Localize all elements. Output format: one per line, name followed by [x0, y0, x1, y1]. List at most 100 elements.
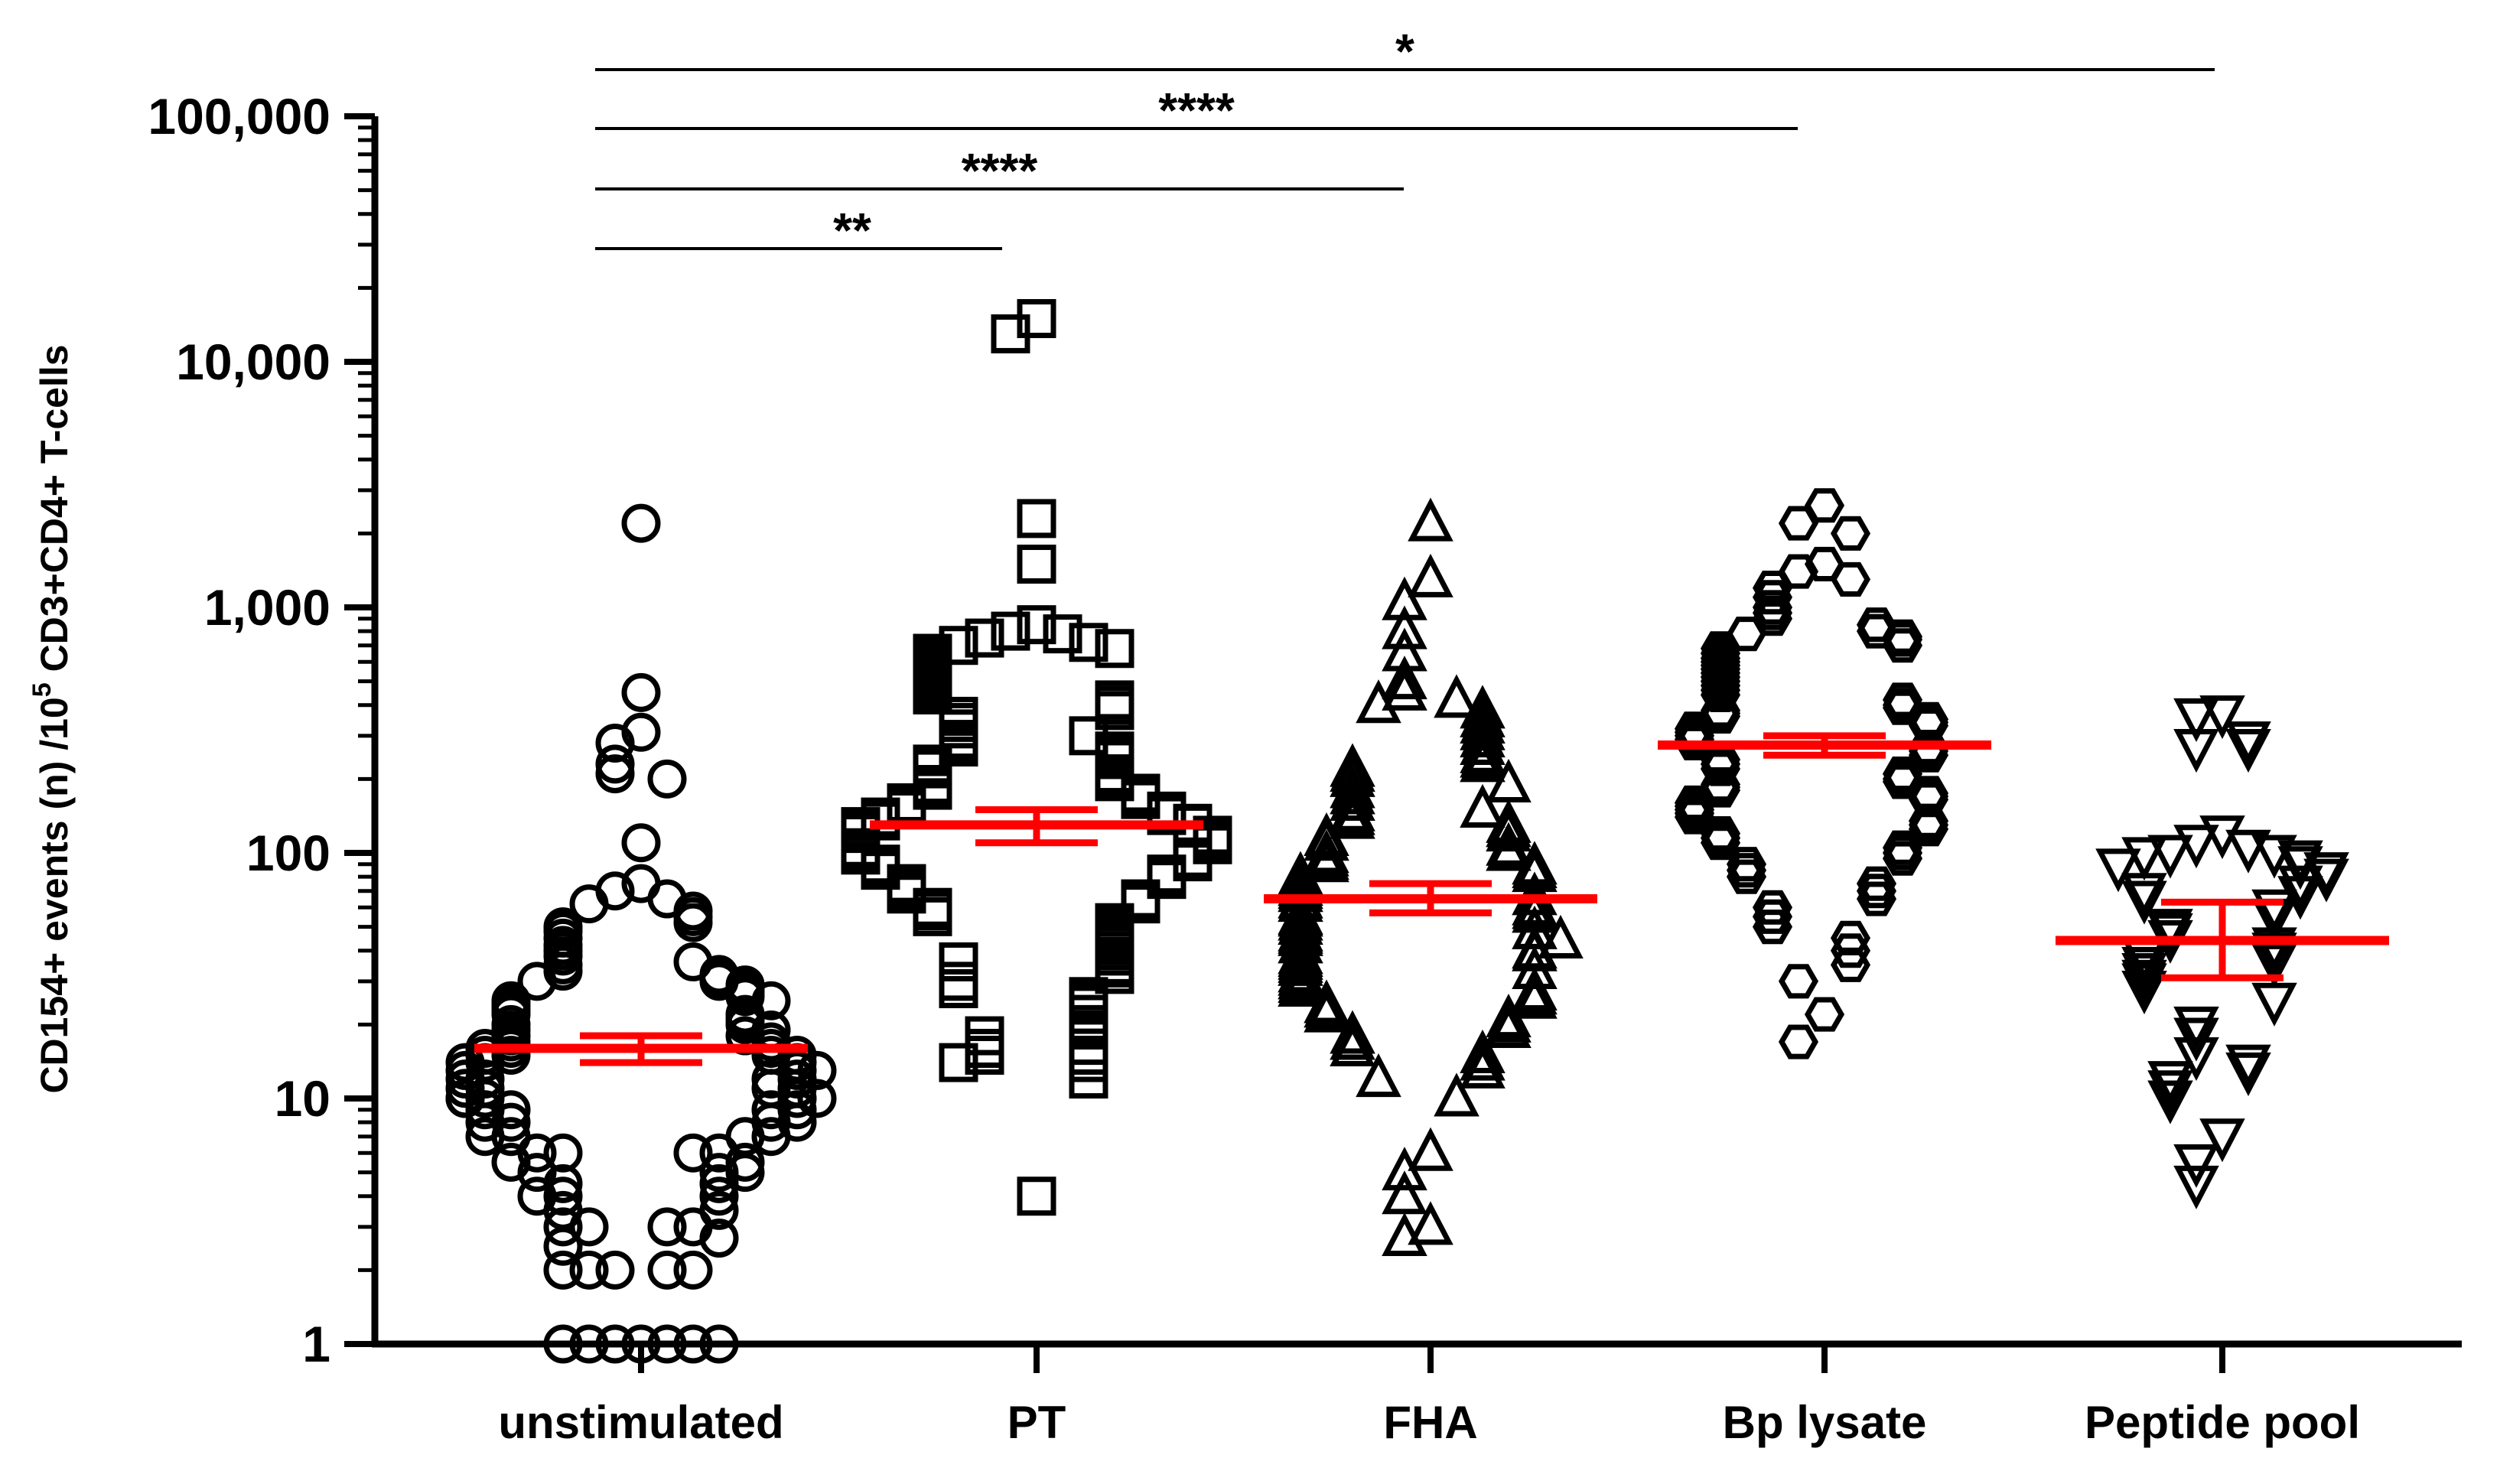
data-point [543, 1207, 583, 1247]
data-point [1095, 955, 1134, 994]
axes [371, 116, 2462, 1348]
data-point [1043, 614, 1082, 654]
data-point [1330, 795, 1375, 839]
data-point [1856, 874, 1897, 909]
data-point [2173, 1165, 2219, 1209]
data-point [1408, 1201, 1453, 1245]
data-point [1330, 1010, 1375, 1054]
data-point [2225, 721, 2271, 766]
y-ticks: 1 10 100 1,000 10,000 100,000 [148, 88, 375, 1372]
data-point [1017, 605, 1056, 645]
data-point [673, 903, 713, 942]
x-tick-label: FHA [1383, 1397, 1477, 1448]
y-tick-label: 100,000 [148, 88, 330, 145]
data-point [517, 1133, 557, 1173]
data-point [1356, 1053, 1401, 1098]
data-point [965, 1035, 1004, 1075]
data-point [2277, 865, 2323, 910]
y-tick-label: 1,000 [204, 579, 330, 636]
data-point [797, 1079, 837, 1118]
y-tick-label: 10 [275, 1070, 330, 1127]
significance-label: ** [833, 203, 871, 258]
data-point [1460, 714, 1506, 758]
summary-bars [474, 732, 2389, 1066]
data-point [2251, 889, 2297, 933]
data-point [647, 759, 687, 799]
data-point [445, 1079, 485, 1118]
data-point [2225, 1052, 2271, 1096]
data-point [1460, 721, 1506, 766]
data-point [673, 1324, 713, 1364]
data-point [1147, 796, 1187, 835]
x-ticks: unstimulated PT FHA Bp lysate Peptide pool [498, 1344, 2360, 1448]
data-point [1908, 812, 1949, 847]
data-point [1726, 847, 1767, 882]
data-point [1460, 1037, 1506, 1081]
data-point [491, 1142, 531, 1182]
data-point [2251, 982, 2297, 1027]
data-point [1538, 914, 1584, 958]
data-point [517, 962, 557, 1001]
data-point [1700, 751, 1741, 786]
data-point [1330, 1016, 1375, 1060]
data-point [1330, 776, 1375, 821]
data-point [1804, 997, 1845, 1032]
data-point [1304, 838, 1349, 883]
data-point [1460, 783, 1506, 828]
data-point [1304, 817, 1349, 861]
significance-label: **** [1158, 83, 1235, 138]
data-point [1278, 962, 1323, 1007]
x-tick-label: Bp lysate [1723, 1397, 1927, 1448]
data-point [2147, 1070, 2193, 1115]
data-point [543, 1324, 583, 1364]
data-point [1882, 628, 1923, 663]
data-point [1752, 590, 1793, 625]
data-point [491, 1035, 531, 1075]
data-point [1069, 623, 1108, 662]
data-point [1830, 561, 1871, 597]
data-point [1856, 866, 1897, 901]
data-point [2147, 835, 2193, 879]
data-point [1778, 964, 1819, 999]
data-point [699, 1163, 739, 1203]
x-tick-label: PT [1007, 1397, 1066, 1448]
data-point [1752, 595, 1793, 630]
data-point [1382, 656, 1427, 700]
data-point [647, 1250, 687, 1290]
data-points [445, 298, 2349, 1364]
data-point [1017, 544, 1056, 584]
data-point [1486, 808, 1532, 852]
data-point [1434, 1072, 1479, 1117]
data-point [965, 618, 1004, 658]
data-point [1017, 1176, 1056, 1216]
data-point [569, 1207, 609, 1247]
data-point [699, 1324, 739, 1364]
data-point [2121, 880, 2167, 925]
data-point [2147, 1080, 2193, 1124]
data-point [595, 1324, 635, 1364]
data-point [725, 1142, 765, 1182]
data-point [1382, 576, 1427, 620]
data-point [1726, 853, 1767, 888]
x-tick-label: Peptide pool [2085, 1397, 2360, 1448]
data-point [1882, 841, 1923, 876]
data-point [1017, 499, 1056, 539]
data-point [2225, 829, 2271, 874]
data-point [939, 1043, 978, 1082]
data-point [1804, 488, 1845, 523]
data-point [465, 1117, 505, 1157]
data-point [2199, 695, 2245, 740]
data-point [1278, 942, 1323, 986]
data-point [1460, 1029, 1506, 1073]
significance-label: * [1395, 24, 1414, 79]
data-point [595, 723, 635, 763]
data-point [2121, 873, 2167, 917]
data-point [1752, 899, 1793, 934]
data-point [2225, 729, 2271, 773]
data-point [595, 754, 635, 794]
data-point [1778, 506, 1819, 541]
data-point [1356, 679, 1401, 724]
data-point [673, 1133, 713, 1173]
data-point [699, 1219, 739, 1258]
